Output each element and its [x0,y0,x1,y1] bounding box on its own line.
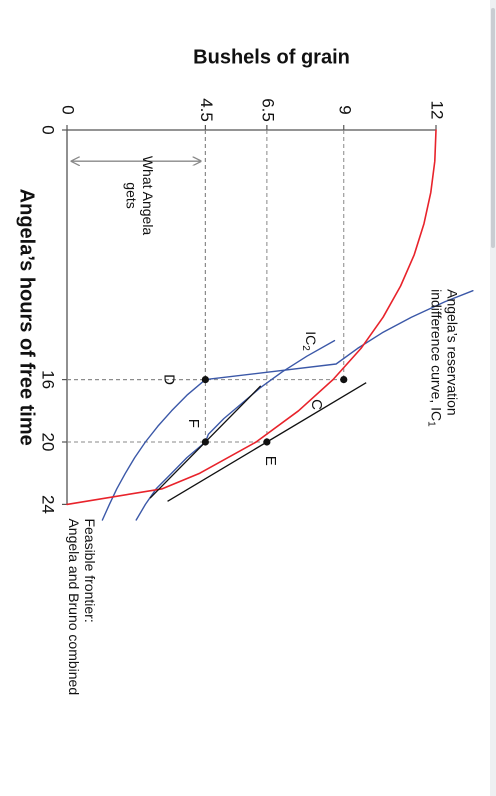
ic1-label: Angela’s reservation [445,289,461,416]
frontier-label: Angela and Bruno combined [66,518,82,695]
point-e [263,438,271,446]
y-tick-label: 4.5 [197,98,216,122]
y-axis-title: Bushels of grain [193,46,350,68]
what-angela-gets-label: What Angela [140,156,156,236]
point-c [340,376,348,384]
ic1-label-subscript: 1 [426,421,437,427]
y-tick-label: 0 [59,105,78,114]
scrollbar-thumb[interactable] [491,8,495,248]
frontier-label: Feasible frontier: [82,518,98,622]
ic2-label-subscript: 2 [300,345,311,351]
point-label-e: E [262,456,279,466]
y-tick-label: 6.5 [258,98,277,122]
feasible-frontier-curve [66,129,437,506]
x-axis-title: Angela’s hours of free time [16,189,38,446]
x-tick-label: 16 [39,370,58,389]
ic2-label: IC2 [300,331,319,351]
point-label-f: F [185,419,202,428]
scrollbar-track[interactable] [490,0,496,796]
what-angela-gets-label: gets [123,182,139,208]
x-tick-label: 20 [39,433,58,452]
indifference-curve-ic2 [135,339,336,521]
y-tick-label: 9 [335,105,354,114]
x-tick-label: 0 [39,125,58,134]
point-d [201,376,209,384]
point-label-d: D [161,374,178,385]
point-f [201,438,209,446]
indifference-curve-ic1 [101,290,474,521]
x-tick-label: 24 [39,495,58,514]
point-label-c: C [308,399,325,410]
ic1-label: indifference curve, IC1 [426,289,445,427]
y-tick-label: 12 [428,101,447,120]
